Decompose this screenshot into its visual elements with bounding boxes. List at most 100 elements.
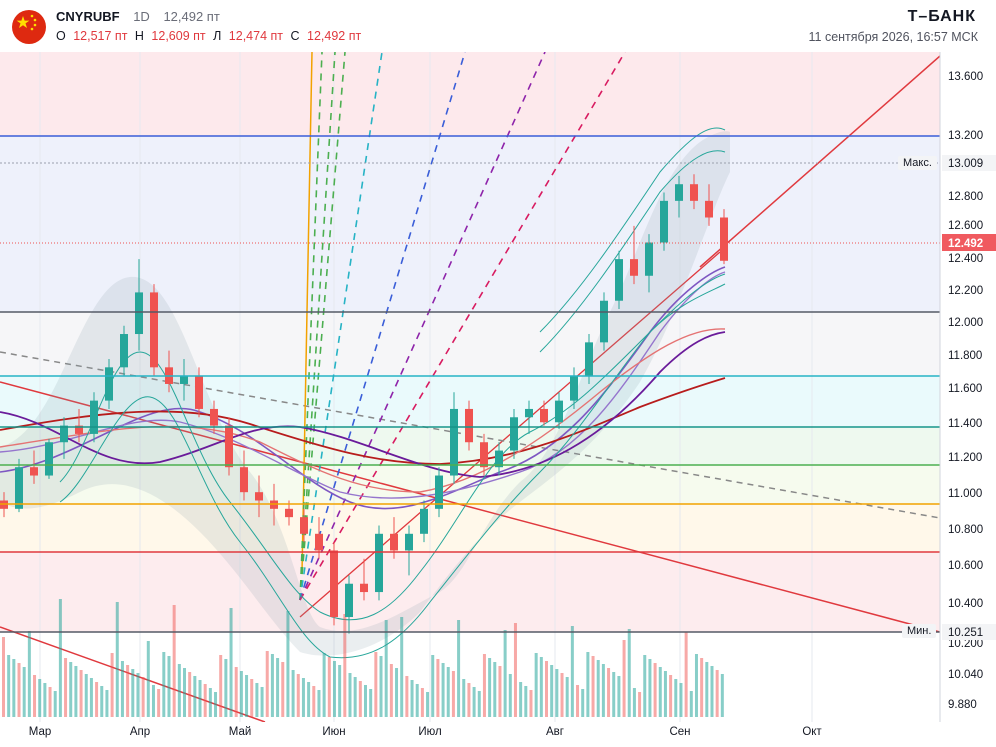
volume-bar [570,626,574,717]
price-tick-label: 10.040 [948,669,983,681]
zone-band [0,504,940,552]
volume-bar [188,672,192,717]
volume-bar [2,637,5,717]
candle-body [525,408,533,418]
min-price-value: 10.251 [948,627,983,639]
volume-bar [105,690,109,717]
volume-bar [146,641,150,717]
volume-bar [286,611,290,717]
volume-bar [157,689,161,717]
volume-bar [369,689,373,717]
volume-bar [384,620,388,717]
low-label: Л [213,29,222,43]
volume-bar [327,657,331,717]
interval-label[interactable]: 1D [133,9,150,24]
volume-bar [64,658,68,717]
volume-bar [545,661,548,717]
candle-body [465,408,473,443]
volume-bar [38,679,42,717]
candle-body [240,467,248,493]
volume-bar [607,668,611,717]
volume-bar [451,671,455,717]
volume-bar [426,692,430,717]
min-price-tag-bg [942,624,996,640]
indicator-curve [0,271,726,499]
min-label: Мин. [902,624,937,638]
volume-bar [700,658,704,717]
volume-bar [167,656,171,717]
symbol-name[interactable]: CNYRUBF [56,9,120,24]
volume-bar [596,660,600,717]
volume-bar [296,674,300,717]
volume-bar [12,659,16,717]
open-value: 12,517 пт [73,29,128,43]
trend-line [699,55,940,268]
volume-bar [705,662,709,717]
close-label: С [290,29,300,43]
chart-canvas[interactable]: 13.600 13.200 12.800 12.600 12.400 12.200 12.0… [0,52,996,722]
volume-bar [84,674,88,717]
candle-body [195,375,203,409]
indicator-curve [59,273,726,621]
open-label: О [56,29,66,43]
volume-bar [441,663,445,717]
volume-bar [260,687,264,717]
candle-body [345,583,353,618]
volume-bar [364,685,367,717]
price-tick-label: 13.600 [948,71,983,83]
candle-body [300,517,308,534]
volume-bar [89,678,93,717]
volume-bar [281,662,285,717]
volume-bar [53,691,57,717]
price-chart[interactable]: 13.600 13.200 12.800 12.600 12.400 12.200 12.0… [0,52,996,722]
volume-bar [374,652,378,717]
volume-bar [183,668,186,717]
candle-body [540,408,548,423]
candle-body [615,259,623,301]
volume-bar [431,655,435,717]
candle-body [675,184,683,201]
volume-bar [555,669,559,717]
volume-bar [229,608,233,717]
candle-body [360,583,368,593]
volume-bar [131,669,135,717]
volume-bar [120,661,124,717]
volume-bar [627,629,631,717]
volume-bar [622,640,626,717]
chart-header: CNYRUBF 1D 12,492 пт О 12,517 пт Н 12,60… [0,0,996,52]
volume-bar [632,688,636,717]
volume-bar [136,673,140,717]
volume-bar [498,666,502,717]
volume-bar [482,654,486,717]
volume-bar [58,599,62,717]
candle-body [105,367,113,401]
volume-bar [239,671,243,717]
volume-bar [410,680,414,717]
candle-body [75,425,83,434]
time-axis[interactable]: Мар Апр Май Июн Июл Авг Сен Окт [0,722,996,747]
volume-bar [612,672,616,717]
volume-bar [400,617,404,717]
price-tick-label: 12.200 [948,285,983,297]
volume-bar [307,682,311,717]
volume-bar [291,670,295,717]
volume-bar [508,674,512,717]
candle-body [90,400,98,434]
fan-line [299,52,466,601]
low-value: 12,474 пт [228,29,283,43]
volume-bar [193,676,197,717]
ticker-line[interactable]: CNYRUBF 1D 12,492 пт [56,9,220,24]
volume-bar [472,687,476,717]
month-label: Июн [322,726,346,738]
candle-body [630,259,638,276]
volume-bar [312,686,316,717]
volume-bar [395,668,399,717]
fan-line [299,52,546,601]
volume-bar [301,678,305,717]
volume-bar [198,680,202,717]
candle-body [690,184,698,201]
max-price-value: 13.009 [948,158,983,170]
zone-band [0,552,940,632]
candle-body [600,300,608,343]
fan-line [299,52,336,601]
